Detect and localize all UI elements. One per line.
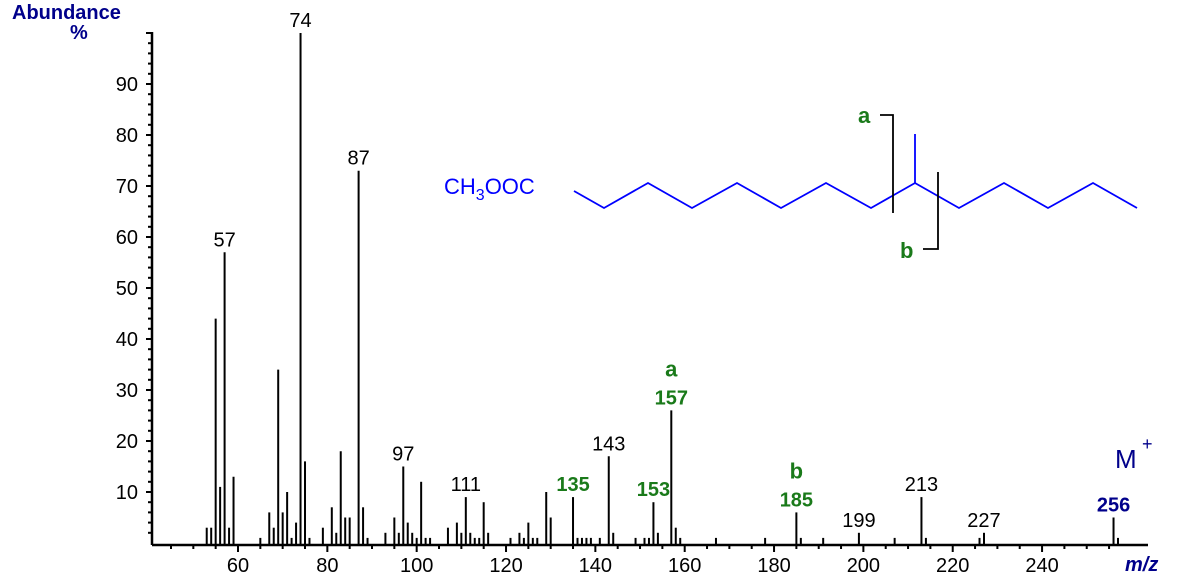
peak-label-157: 157	[655, 387, 688, 409]
peaks	[205, 33, 1119, 545]
peak-label-74: 74	[289, 10, 311, 32]
peak-label-213: 213	[905, 474, 938, 496]
x-tick-label: 60	[227, 555, 249, 577]
x-tick-label: 100	[400, 555, 433, 577]
structure-formula: CH3OOC	[444, 174, 535, 204]
axes: 10 20 30 40 50 60 70 80 90 60 80 100 120 140 160 180 200…	[116, 32, 1148, 577]
peak-label-87: 87	[347, 148, 369, 170]
carbon-chain	[573, 181, 1138, 210]
y-tick-label: 70	[116, 176, 138, 198]
x-tick-label: 160	[668, 555, 701, 577]
y-tick-label: 60	[116, 227, 138, 249]
y-axis-label-abundance: Abundance	[12, 2, 121, 24]
y-tick-label: 80	[116, 125, 138, 147]
y-tick-label: 40	[116, 329, 138, 351]
y-tick-label: 50	[116, 278, 138, 300]
peak-label-97: 97	[392, 444, 414, 466]
x-tick-label: 240	[1025, 555, 1058, 577]
cleavage-b: b	[900, 172, 939, 263]
svg-text:b: b	[900, 238, 913, 263]
x-tick-label: 140	[579, 555, 612, 577]
y-axis-label-percent: %	[70, 22, 88, 44]
peak-label-185: 185	[780, 489, 813, 511]
svg-text:a: a	[858, 103, 871, 128]
x-tick-label: 120	[489, 555, 522, 577]
y-tick-label: 10	[116, 482, 138, 504]
peak-label-135: 135	[556, 474, 589, 496]
peak-label-199: 199	[842, 510, 875, 532]
y-tick-label: 30	[116, 380, 138, 402]
peak-label-111: 111	[451, 474, 481, 496]
x-tick-label: 220	[936, 555, 969, 577]
cleavage-a: a	[858, 103, 894, 213]
molecular-ion-annotation: M +	[1115, 434, 1153, 474]
peak-label-153: 153	[637, 479, 670, 501]
y-tick-label: 20	[116, 431, 138, 453]
x-tick-label: 180	[757, 555, 790, 577]
svg-text:M: M	[1115, 444, 1137, 474]
y-tick-label: 90	[116, 74, 138, 96]
peak-label-227: 227	[967, 510, 1000, 532]
x-tick-label: 80	[316, 555, 338, 577]
x-tick-label: 200	[847, 555, 880, 577]
x-axis-label: m/z	[1125, 554, 1158, 576]
fragment-label-b: b	[790, 458, 803, 483]
peak-label-256: 256	[1097, 495, 1130, 517]
peak-label-143: 143	[592, 433, 625, 455]
peak-label-57: 57	[213, 229, 235, 251]
fragment-label-a: a	[665, 356, 678, 381]
svg-text:+: +	[1142, 434, 1153, 454]
molecular-structure: CH3OOC a b	[444, 103, 1138, 263]
